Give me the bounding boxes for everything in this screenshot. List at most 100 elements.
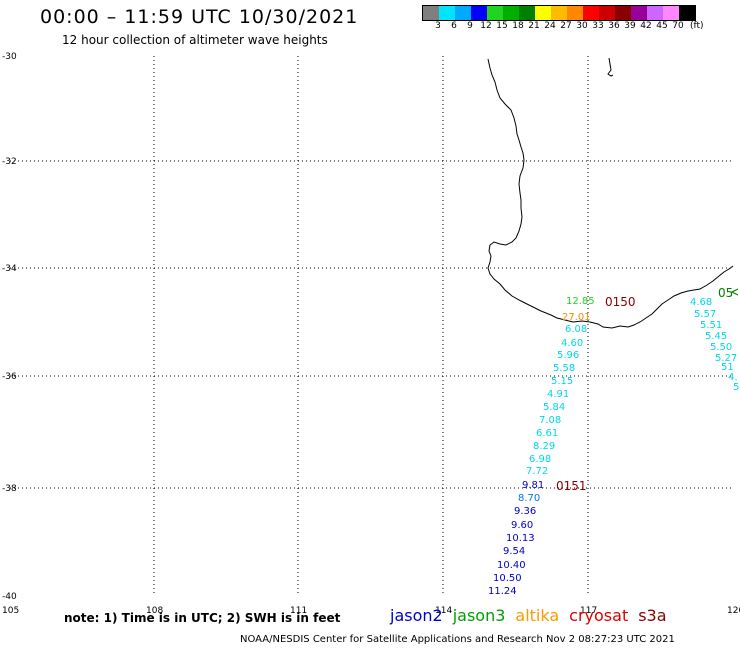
lat-tick-label: -34 [2,264,17,274]
time-label-05: 05 [718,286,733,300]
wave-height-value: 10.13 [506,533,535,544]
wave-height-value: 9.81 [522,480,544,491]
altimeter-track-west: 12.85 27.016.08 4.605.96 5.58 5.15 4.91 5.84 7.… [488,296,595,597]
wave-height-value: 9.60 [511,520,533,531]
color-swatch [487,6,503,20]
satellite-cryosat: cryosat [569,606,629,625]
color-swatch [567,6,583,20]
wave-height-value: 10.40 [497,560,526,571]
wave-height-value: 4.91 [547,389,569,400]
wave-height-value: 5 [733,382,739,393]
wave-height-value: 7.72 [526,466,548,477]
color-scale-label: 39 [624,21,636,31]
color-scale-unit: (ft) [690,21,704,31]
satellite-s3a: s3a [638,606,667,625]
coastline-southwest-australia [487,58,734,329]
satellite-jason3: jason3 [452,606,506,625]
wave-height-value: 4.60 [561,338,583,349]
color-scale-label: 9 [467,21,473,31]
color-swatch [663,6,679,20]
time-label-0151: 0151 [556,479,587,493]
color-scale-label: 3 [435,21,441,31]
coastline-fragment [607,57,614,77]
wave-height-value: 5.45 [705,331,727,342]
color-swatch [423,6,439,20]
wave-height-value: 7.08 [539,415,561,426]
lon-tick-label: 120 [727,606,740,616]
wave-height-value: 5.57 [694,309,716,320]
color-swatch [551,6,567,20]
track-arrow-icon [730,288,739,296]
color-scale-label: 24 [544,21,556,31]
wave-height-value: 51 [721,362,734,373]
color-scale-label: 45 [656,21,668,31]
map-title: 00:00 – 11:59 UTC 10/30/2021 [40,6,359,28]
color-swatch [615,6,631,20]
color-scale-label: 21 [528,21,540,31]
color-swatch [599,6,615,20]
footnote: note: 1) Time is in UTC; 2) SWH is in fe… [64,611,341,625]
wave-height-value: 5.27 [715,353,737,364]
color-swatch [631,6,647,20]
color-scale-bar [422,5,696,21]
color-scale-label: 70 [672,21,684,31]
color-swatch [455,6,471,20]
axis-labels: 105 108 111 114 117 120 -30 -32 -34 -36 -38 -40 [2,52,740,616]
color-swatch [519,6,535,20]
lat-tick-label: -40 [2,592,17,602]
color-scale-label: 30 [576,21,588,31]
time-label-0150: 0150 [605,295,636,309]
lon-tick-label: 117 [580,606,597,616]
wave-height-value: 8.29 [533,441,555,452]
color-scale-label: 36 [608,21,620,31]
wave-height-value: 5.58 [553,363,575,374]
wave-height-value: 8.70 [518,493,540,504]
wave-height-value: 10.50 [493,573,522,584]
color-scale-label: 15 [496,21,508,31]
color-swatch [471,6,487,20]
satellite-jason2: jason2 [390,606,443,625]
map-grid [10,56,733,596]
color-swatch [535,6,551,20]
lon-tick-label: 108 [146,606,163,616]
wave-height-value: 5.96 [557,350,579,361]
color-swatch [439,6,455,20]
lon-tick-label: 111 [290,606,307,616]
color-scale-label: 6 [451,21,457,31]
lon-tick-label: 105 [2,606,19,616]
wave-height-value: 5.84 [543,402,565,413]
satellite-legend: jason2 jason3 altika cryosat s3a [390,606,677,625]
color-scale-label: 42 [640,21,652,31]
credit-line: NOAA/NESDIS Center for Satellite Applica… [240,634,675,645]
satellite-altika: altika [515,606,560,625]
wave-height-value: 11.24 [488,586,517,597]
wave-height-value: 5.51 [700,320,722,331]
color-swatch [503,6,519,20]
color-scale-label: 18 [512,21,524,31]
color-swatch [647,6,663,20]
color-scale-label: 33 [592,21,604,31]
wave-height-value: 12.85 [566,296,595,307]
wave-height-value: 4.68 [690,297,712,308]
color-swatch [583,6,599,20]
wave-height-value: 5.50 [710,342,732,353]
wave-height-value: 6.98 [529,454,551,465]
wave-height-value: 6.61 [536,428,558,439]
color-swatch [679,6,695,20]
lat-tick-label: -32 [2,157,17,167]
lat-tick-label: -38 [2,484,17,494]
lon-tick-label: 114 [435,606,452,616]
wave-height-value: 4. [728,372,738,383]
lat-tick-label: -30 [2,52,17,62]
wave-height-value: 6.08 [565,324,587,335]
wave-height-value: 9.36 [514,506,536,517]
lat-tick-label: -36 [2,372,17,382]
wave-height-value: 27.01 [562,312,591,323]
wave-height-value: 5.15 [551,376,573,387]
color-scale-label: 27 [560,21,572,31]
color-scale-label: 12 [480,21,492,31]
wave-height-value: 9.54 [503,546,525,557]
map-subtitle: 12 hour collection of altimeter wave hei… [62,33,328,47]
